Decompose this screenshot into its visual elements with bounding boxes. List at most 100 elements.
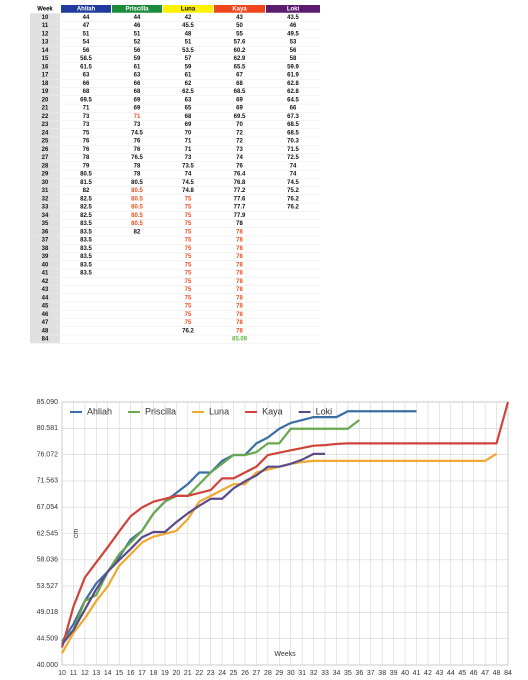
week-cell: 36 — [42, 229, 49, 235]
value-cell: 76.8 — [234, 180, 246, 186]
value-cell: 71.5 — [287, 147, 299, 153]
x-tick-label: 19 — [161, 670, 169, 677]
value-cell: 70 — [185, 130, 192, 136]
x-tick-label: 29 — [275, 670, 283, 677]
value-cell: 69 — [134, 97, 141, 103]
value-cell: 65.5 — [234, 64, 246, 70]
value-cell: 79 — [83, 163, 90, 169]
x-tick-label: 14 — [104, 670, 112, 677]
y-tick-label: 85.090 — [37, 399, 59, 406]
value-cell: 55 — [236, 31, 243, 37]
value-cell: 53.5 — [182, 48, 194, 54]
week-cell: 31 — [42, 188, 49, 194]
x-tick-label: 41 — [413, 670, 421, 677]
value-cell: 75 — [185, 320, 192, 326]
week-cell: 32 — [42, 196, 49, 202]
week-cell: 44 — [42, 295, 49, 301]
week-cell: 48 — [42, 328, 49, 334]
legend-label: Loki — [316, 406, 333, 416]
y-tick-label: 58.036 — [37, 557, 59, 564]
value-cell: 74 — [236, 155, 243, 161]
week-cell: 47 — [42, 320, 49, 326]
value-cell: 61 — [185, 73, 192, 79]
value-cell: 66 — [83, 81, 90, 87]
x-tick-label: 34 — [333, 670, 341, 677]
value-cell: 70.3 — [287, 139, 299, 145]
value-cell: 46 — [290, 23, 297, 29]
value-cell: 78 — [236, 221, 243, 227]
value-cell: 59 — [134, 56, 141, 62]
value-cell: 68.5 — [287, 122, 299, 128]
week-cell: 12 — [42, 31, 49, 37]
x-tick-label: 46 — [470, 670, 478, 677]
value-cell: 77.2 — [234, 188, 246, 194]
value-cell: 78 — [236, 304, 243, 310]
value-cell: 74.5 — [182, 180, 194, 186]
week-cell: 23 — [42, 122, 49, 128]
x-tick-label: 38 — [378, 670, 386, 677]
week-cell: 14 — [42, 48, 49, 54]
value-cell: 62 — [185, 81, 192, 87]
value-cell: 51 — [134, 31, 141, 37]
value-cell: 62.5 — [182, 89, 194, 95]
value-cell: 47 — [83, 23, 90, 29]
value-cell: 76.2 — [287, 196, 299, 202]
value-cell: 76 — [83, 147, 90, 153]
week-cell: 15 — [42, 56, 49, 62]
x-tick-label: 27 — [253, 670, 261, 677]
header-label: Ahliah — [77, 7, 96, 13]
value-cell: 63 — [185, 97, 192, 103]
value-cell: 44 — [83, 15, 90, 21]
value-cell: 85.09 — [232, 337, 248, 343]
value-cell: 61.5 — [80, 64, 92, 70]
value-cell: 74 — [290, 163, 297, 169]
value-cell: 59 — [185, 64, 192, 70]
x-tick-label: 32 — [310, 670, 318, 677]
value-cell: 66 — [134, 81, 141, 87]
week-cell: 20 — [42, 97, 49, 103]
week-cell: 17 — [42, 73, 49, 79]
x-tick-label: 84 — [504, 670, 512, 677]
value-cell: 83.5 — [80, 246, 92, 252]
y-tick-label: 67.054 — [37, 504, 59, 511]
x-tick-label: 31 — [298, 670, 306, 677]
value-cell: 69 — [185, 122, 192, 128]
value-cell: 57.6 — [234, 40, 246, 46]
value-cell: 69 — [134, 106, 141, 112]
value-cell: 83.5 — [80, 229, 92, 235]
value-cell: 78 — [236, 254, 243, 260]
value-cell: 56 — [134, 48, 141, 54]
value-cell: 61 — [134, 64, 141, 70]
x-tick-label: 15 — [115, 670, 123, 677]
value-cell: 69.5 — [80, 97, 92, 103]
value-cell: 68 — [134, 89, 141, 95]
value-cell: 80.5 — [131, 213, 143, 219]
value-cell: 82.5 — [80, 196, 92, 202]
legend-label: Priscilla — [145, 406, 176, 416]
x-tick-label: 16 — [127, 670, 135, 677]
value-cell: 78 — [134, 163, 141, 169]
x-tick-label: 18 — [150, 670, 158, 677]
table: Week Ahliah Priscilla Luna Kaya Loki 10 44 44 42 4… — [30, 5, 320, 344]
value-cell: 76.4 — [234, 172, 246, 178]
value-cell: 75 — [185, 254, 192, 260]
header-label: Luna — [181, 7, 196, 13]
value-cell: 76.2 — [182, 328, 194, 334]
value-cell: 71 — [185, 147, 192, 153]
value-cell: 59.9 — [287, 64, 299, 70]
week-cell: 45 — [42, 304, 49, 310]
value-cell: 75 — [185, 238, 192, 244]
week-cell: 41 — [42, 271, 49, 277]
value-cell: 71 — [83, 106, 90, 112]
week-cell: 18 — [42, 81, 49, 87]
value-cell: 75 — [185, 213, 192, 219]
week-cell: 10 — [42, 15, 49, 21]
value-cell: 83.5 — [80, 271, 92, 277]
x-tick-label: 10 — [58, 670, 66, 677]
x-tick-label: 45 — [458, 670, 466, 677]
week-cell: 16 — [42, 64, 49, 70]
value-cell: 70 — [236, 122, 243, 128]
x-tick-label: 11 — [70, 670, 77, 677]
x-tick-label: 20 — [172, 670, 180, 677]
value-cell: 75 — [185, 262, 192, 268]
